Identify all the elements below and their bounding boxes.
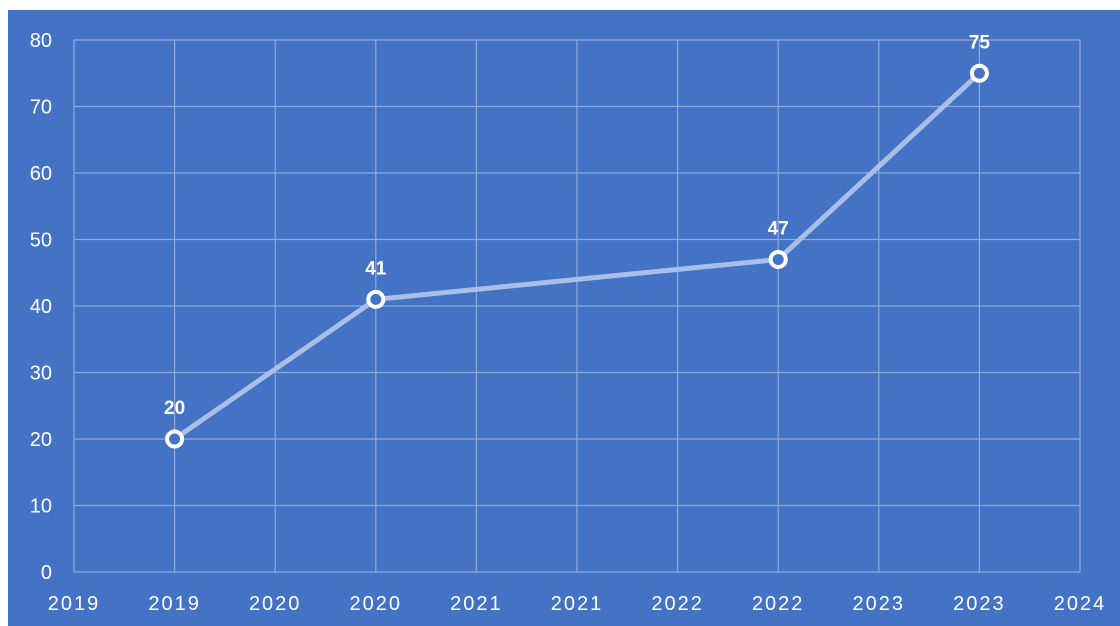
data-markers xyxy=(165,63,989,449)
y-tick-label: 60 xyxy=(30,163,52,185)
x-tick-label: 2019 xyxy=(148,593,201,615)
y-axis-tick-labels: 0 10 20 30 40 50 60 70 80 xyxy=(30,30,52,584)
x-axis-tick-labels: 2019 2019 2020 2020 2021 2021 2022 2022 2023 2023… xyxy=(48,593,1107,615)
data-point xyxy=(969,63,989,83)
x-tick-label: 2024 xyxy=(1054,593,1107,615)
x-tick-label: 2020 xyxy=(350,593,403,615)
y-tick-label: 50 xyxy=(30,230,52,252)
x-tick-label: 2021 xyxy=(450,593,503,615)
chart-frame: 0 10 20 30 40 50 60 70 80 2019 2019 2020 2020 2021 20… xyxy=(8,10,1120,626)
y-tick-label: 40 xyxy=(30,296,52,318)
y-tick-label: 70 xyxy=(30,97,52,119)
x-tick-label: 2020 xyxy=(249,593,302,615)
y-tick-label: 20 xyxy=(30,429,52,451)
x-tick-label: 2023 xyxy=(953,593,1006,615)
x-tick-label: 2019 xyxy=(48,593,101,615)
data-label: 47 xyxy=(768,218,789,239)
gridlines xyxy=(73,39,1081,573)
data-point xyxy=(366,289,386,309)
data-label: 20 xyxy=(164,398,185,419)
data-labels: 20 41 47 75 xyxy=(164,32,990,419)
x-tick-label: 2022 xyxy=(651,593,704,615)
y-tick-label: 10 xyxy=(30,496,52,518)
series-line xyxy=(173,71,982,442)
y-tick-label: 0 xyxy=(41,562,52,584)
x-tick-label: 2023 xyxy=(853,593,906,615)
y-tick-label: 80 xyxy=(30,30,52,52)
y-tick-label: 30 xyxy=(30,363,52,385)
data-point xyxy=(165,429,185,449)
x-tick-label: 2022 xyxy=(752,593,805,615)
data-point xyxy=(768,249,788,269)
data-label: 75 xyxy=(969,32,991,53)
x-tick-label: 2021 xyxy=(551,593,604,615)
data-label: 41 xyxy=(365,258,387,279)
